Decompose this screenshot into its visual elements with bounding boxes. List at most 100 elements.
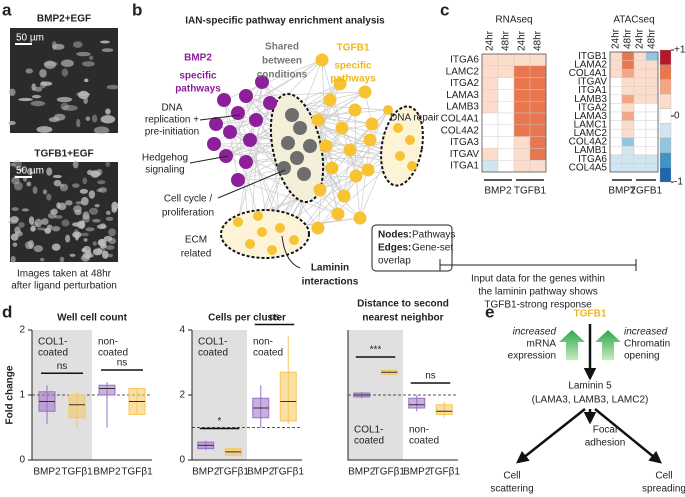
cell xyxy=(106,84,119,90)
caption: Images taken at 48hr xyxy=(17,269,112,280)
target-node: (LAMA3, LAMB3, LAMC2) xyxy=(532,395,649,406)
node xyxy=(353,211,367,225)
column-label: 48hr xyxy=(501,30,512,51)
source-node: TGFB1 xyxy=(574,309,607,320)
cell xyxy=(96,188,103,193)
cell xyxy=(69,253,76,257)
legend-key: Edges: xyxy=(378,243,411,254)
heatmap-cell xyxy=(529,77,547,90)
heatmap-cell xyxy=(645,60,659,70)
legend-box xyxy=(371,224,453,272)
node xyxy=(405,135,415,145)
heatmap-cell xyxy=(529,136,547,149)
caption: after ligand perturbation xyxy=(11,281,117,292)
x-tick-label: BMP2 xyxy=(192,467,220,478)
group-label: BMP2 xyxy=(608,186,636,197)
heatmap-cell xyxy=(645,128,659,138)
cell xyxy=(73,229,79,238)
node xyxy=(207,137,221,151)
cell xyxy=(105,108,111,115)
region-label: coated xyxy=(354,436,384,447)
cell xyxy=(86,249,92,259)
row-label: ITGB1 xyxy=(578,51,607,62)
cell xyxy=(100,115,116,124)
cell xyxy=(76,51,91,57)
cell xyxy=(92,218,101,223)
cell xyxy=(44,60,56,70)
heatmap-cell xyxy=(529,53,547,67)
heatmap-cell xyxy=(497,148,515,161)
cell xyxy=(111,206,118,213)
cell xyxy=(44,228,52,234)
legend-text: Pathways xyxy=(412,230,455,241)
x-tick-label: TGFβ1 xyxy=(218,467,250,478)
cell xyxy=(18,222,25,228)
cell xyxy=(92,241,97,246)
group-title: TGFB1 xyxy=(337,43,370,54)
cell xyxy=(74,209,82,216)
heatmap-cell xyxy=(513,124,531,137)
cell xyxy=(51,225,61,232)
x-tick-label: BMP2 xyxy=(33,467,61,478)
heatmap-cell xyxy=(633,94,647,104)
region-label: coated xyxy=(253,348,283,359)
axis xyxy=(31,330,152,461)
row-label: ITGA1 xyxy=(450,161,479,172)
y-axis-label: Fold change xyxy=(5,365,16,424)
cell xyxy=(76,118,81,128)
cell xyxy=(108,228,116,237)
heatmap-cell xyxy=(513,136,531,149)
node xyxy=(293,121,307,135)
cell xyxy=(28,216,35,225)
column-label: 24hr xyxy=(635,28,646,49)
heatmap-cell xyxy=(497,159,515,173)
cell xyxy=(83,238,88,242)
colorbar-label: 0 xyxy=(674,111,680,122)
node xyxy=(331,207,345,221)
cell xyxy=(56,96,73,103)
node xyxy=(263,96,277,110)
heatmap-cell xyxy=(481,159,499,173)
group-subtitle: pathways xyxy=(330,74,376,85)
region-label: COL1- xyxy=(354,425,383,436)
region-label: non- xyxy=(98,337,118,348)
heatmap-cell xyxy=(609,68,623,78)
region-label: coated xyxy=(98,348,128,359)
cell xyxy=(96,224,107,230)
heatmap-cell xyxy=(609,154,623,164)
node xyxy=(349,169,363,183)
heatmap-cell xyxy=(513,148,531,161)
y-tick-label: 1 xyxy=(19,390,25,401)
heatmap-cell xyxy=(633,163,647,173)
colorbar-bin xyxy=(659,93,672,109)
node xyxy=(257,227,267,237)
panel-label: d xyxy=(2,302,12,321)
annotation: DNA xyxy=(161,103,182,114)
cell xyxy=(33,245,43,253)
heatmap-cell xyxy=(633,68,647,78)
cell xyxy=(10,255,16,263)
chart-title: Distance to second xyxy=(357,299,449,310)
caption: Input data for the genes within xyxy=(471,274,605,285)
heatmap-frame xyxy=(609,51,659,173)
column-label: 24hr xyxy=(517,30,528,51)
cell xyxy=(34,218,43,228)
cell xyxy=(11,207,19,212)
x-tick-label: BMP2 xyxy=(247,467,275,478)
colorbar-bin xyxy=(659,167,672,183)
group-subtitle: pathways xyxy=(175,84,221,95)
node xyxy=(253,211,263,221)
network xyxy=(207,53,424,259)
edge xyxy=(343,109,389,197)
cell xyxy=(72,160,79,169)
heatmap-cell xyxy=(621,77,635,87)
cell xyxy=(81,196,89,206)
edge xyxy=(355,175,361,219)
edge xyxy=(257,155,401,217)
annotation: proliferation xyxy=(162,208,214,219)
cell xyxy=(59,256,65,263)
region-shade xyxy=(192,330,247,460)
heatmap-cell xyxy=(529,112,547,126)
cell xyxy=(31,94,42,99)
region-label: coated xyxy=(409,436,439,447)
